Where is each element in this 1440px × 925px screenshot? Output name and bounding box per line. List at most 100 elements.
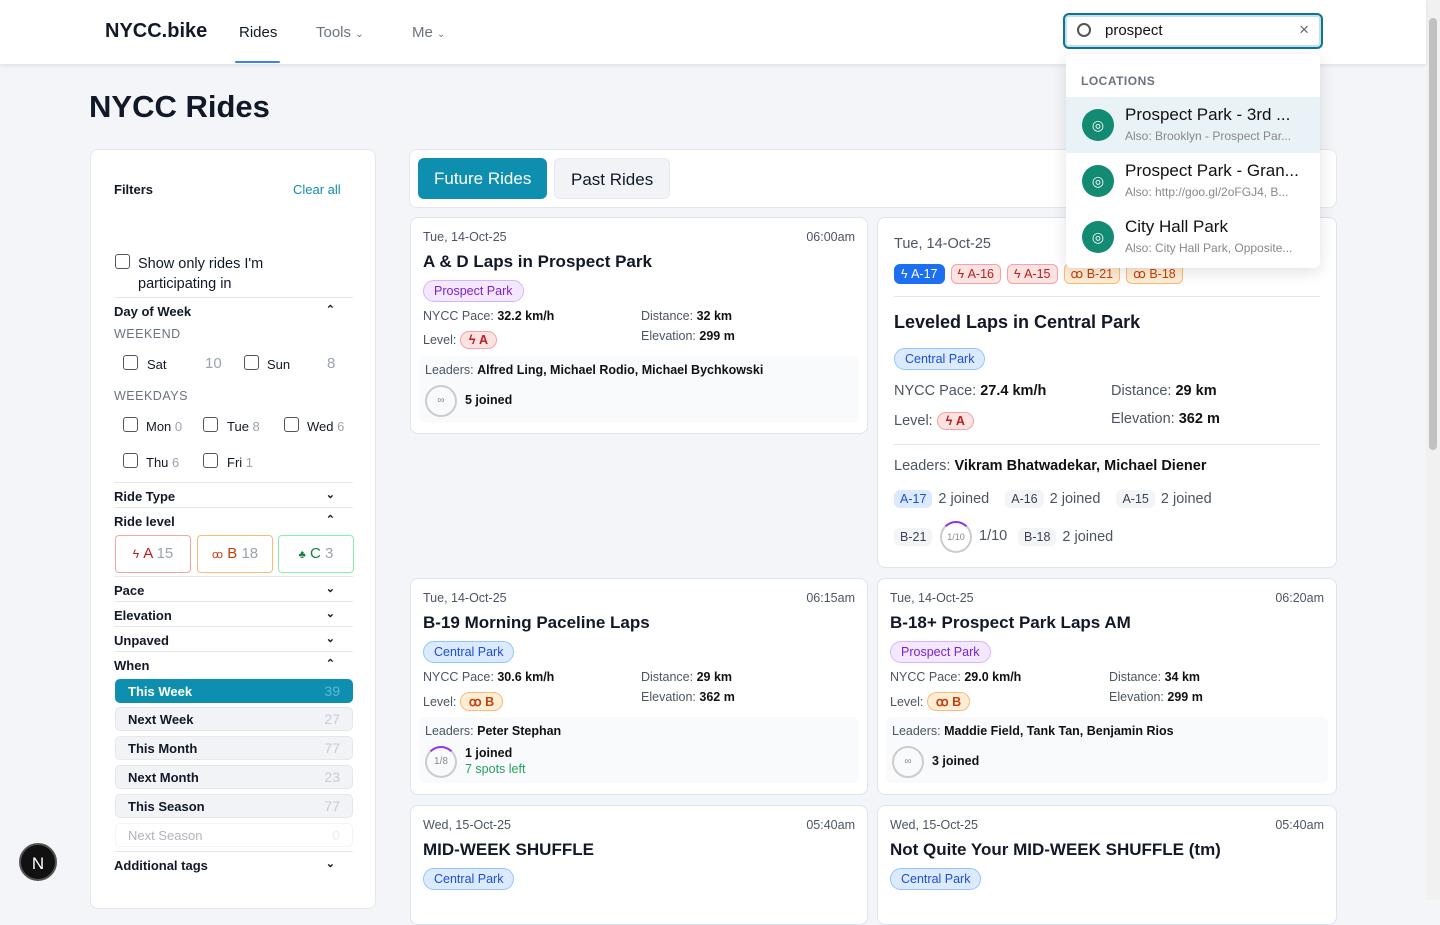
leaders: Leaders: Maddie Field, Tank Tan, Benjami… [892, 724, 1174, 738]
thu-checkbox[interactable] [123, 453, 138, 468]
elevation-header[interactable]: Elevation ⌄ [114, 601, 353, 623]
ride-card[interactable]: Tue, 14-Oct-25 06:00am A & D Laps in Pros… [410, 217, 868, 434]
ride-title[interactable]: B-19 Morning Paceline Laps [423, 613, 650, 632]
distance: Distance: 34 km [1109, 670, 1201, 684]
group-tag[interactable]: ϟ A-17 [894, 264, 945, 284]
chevron-down-icon: ⌄ [355, 29, 364, 40]
section-label: Day of Week [114, 304, 192, 319]
group-tag[interactable]: ꝏ B-18 [1126, 263, 1183, 284]
level-a-button[interactable]: ϟ A 15 [115, 535, 191, 573]
location-tag[interactable]: Central Park [894, 348, 986, 370]
group-tag[interactable]: ꝏ B-21 [1063, 263, 1121, 284]
capacity-text: 1/10 [979, 528, 1008, 544]
ride-time: 06:20am [1275, 591, 1324, 605]
location-tag[interactable]: Prospect Park [423, 280, 524, 302]
participating-checkbox[interactable] [115, 254, 130, 269]
fri-checkbox[interactable] [203, 453, 218, 468]
location-result[interactable]: ◎ Prospect Park - 3rd ... Also: Brooklyn -… [1066, 97, 1320, 153]
nav-tools[interactable]: Tools ⌄ [316, 24, 364, 41]
additional-tags-header[interactable]: Additional tags ⌄ [114, 851, 353, 873]
sat-checkbox[interactable] [123, 355, 138, 370]
tree-icon: ♣ [298, 549, 306, 561]
chevron-down-icon: ⌄ [325, 583, 335, 595]
result-subtitle: Also: Brooklyn - Prospect Par... [1125, 129, 1292, 143]
weekdays-label: WEEKDAYS [114, 389, 188, 403]
ride-footer: Leaders: Peter Stephan 1/8 1 joined 7 sp… [419, 717, 859, 783]
ride-time: 06:15am [806, 591, 855, 605]
ride-date: Wed, 15-Oct-25 [423, 818, 512, 832]
tue-label: Tue 8 [227, 419, 260, 434]
ride-footer: Leaders: Maddie Field, Tank Tan, Benjami… [886, 717, 1328, 783]
ride-card[interactable]: Tue, 14-Oct-25 06:20am B-18+ Prospect Par… [877, 578, 1337, 795]
mon-checkbox[interactable] [123, 417, 138, 432]
search-dropdown: LOCATIONS ◎ Prospect Park - 3rd ... Also: … [1066, 54, 1320, 268]
elevation: Elevation: 362 m [641, 690, 735, 704]
top-nav: NYCC.bike Rides Tools ⌄ Me ⌄ × [0, 0, 1426, 64]
ride-level-header[interactable]: Ride level ⌃ [114, 507, 353, 529]
search-box[interactable]: × [1063, 13, 1323, 49]
search-input[interactable] [1105, 22, 1285, 39]
capacity-ring: ∞ [892, 746, 924, 778]
fri-label: Fri 1 [227, 455, 254, 470]
pace-header[interactable]: Pace ⌄ [114, 576, 353, 598]
map-pin-icon: ◎ [1082, 165, 1114, 197]
group-stat: B-18 2 joined [1018, 528, 1113, 546]
when-header[interactable]: When ⌃ [114, 651, 353, 673]
when-next-week[interactable]: Next Week 27 [115, 707, 353, 731]
ride-type-header[interactable]: Ride Type ⌄ [114, 482, 353, 504]
location-tag[interactable]: Central Park [890, 868, 982, 890]
logo[interactable]: NYCC.bike [105, 20, 208, 42]
ride-card[interactable]: Tue, 14-Oct-25 06:15am B-19 Morning Pacel… [410, 578, 868, 795]
ride-title[interactable]: A & D Laps in Prospect Park [423, 252, 652, 271]
ride-title[interactable]: Leveled Laps in Central Park [894, 312, 1141, 332]
group-tag[interactable]: ϟ A-15 [1007, 264, 1058, 284]
day-of-week-header[interactable]: Day of Week ⌃ [114, 297, 353, 319]
mon-label: Mon 0 [146, 419, 183, 434]
tab-past-rides[interactable]: Past Rides [554, 158, 671, 199]
ride-time: 05:40am [806, 818, 855, 832]
when-this-week[interactable]: This Week 39 [115, 679, 353, 703]
clear-search-icon[interactable]: × [1299, 20, 1309, 39]
location-tag[interactable]: Prospect Park [890, 641, 991, 663]
floating-n-button[interactable]: N [19, 843, 57, 881]
leaders: Leaders: Alfred Ling, Michael Rodio, Mic… [425, 363, 764, 377]
ride-card[interactable]: Wed, 15-Oct-25 05:40am MID-WEEK SHUFFLE C… [410, 805, 868, 925]
wed-checkbox[interactable] [284, 417, 299, 432]
level-b-button[interactable]: ꝏ B 18 [197, 535, 273, 573]
ride-card[interactable]: Tue, 14-Oct-25 ϟ A-17 ϟ A-16 ϟ A-15 ꝏ B-21 ꝏ… [877, 217, 1337, 568]
location-tag[interactable]: Central Park [423, 868, 515, 890]
ride-card[interactable]: Wed, 15-Oct-25 05:40am Not Quite Your MID… [877, 805, 1337, 925]
tue-checkbox[interactable] [203, 417, 218, 432]
ride-title[interactable]: Not Quite Your MID-WEEK SHUFFLE (tm) [890, 840, 1221, 859]
when-this-month[interactable]: This Month 77 [115, 736, 353, 760]
nav-rides[interactable]: Rides [239, 24, 278, 41]
location-result[interactable]: ◎ Prospect Park - Gran... Also: http://goo… [1066, 153, 1320, 209]
ride-date: Tue, 14-Oct-25 [423, 591, 507, 605]
filters-title: Filters [114, 182, 154, 197]
level-c-button[interactable]: ♣ C 3 [278, 535, 354, 573]
joined-count: 5 joined [465, 393, 513, 407]
unpaved-header[interactable]: Unpaved ⌄ [114, 626, 353, 648]
when-this-season[interactable]: This Season 77 [115, 794, 353, 818]
ride-footer: Leaders: Alfred Ling, Michael Rodio, Mic… [419, 356, 859, 422]
ride-title[interactable]: B-18+ Prospect Park Laps AM [890, 613, 1131, 632]
tab-future-rides[interactable]: Future Rides [418, 158, 548, 199]
nav-me-label: Me [412, 24, 433, 41]
elevation: Elevation: 299 m [641, 329, 735, 343]
ride-title[interactable]: MID-WEEK SHUFFLE [423, 840, 594, 859]
clear-all-link[interactable]: Clear all [293, 182, 341, 197]
nav-me[interactable]: Me ⌄ [412, 24, 445, 41]
location-tag[interactable]: Central Park [423, 641, 515, 663]
thu-label: Thu 6 [146, 455, 180, 470]
elevation: Elevation: 299 m [1109, 690, 1203, 704]
chevron-down-icon: ⌄ [325, 608, 335, 620]
scrollbar-thumb[interactable] [1429, 18, 1437, 450]
sun-count: 8 [327, 355, 336, 372]
location-result[interactable]: ◎ City Hall Park Also: City Hall Park, Opp… [1066, 209, 1320, 265]
group-tag[interactable]: ϟ A-16 [950, 264, 1001, 284]
section-label: When [114, 658, 150, 673]
nav-tools-label: Tools [316, 24, 352, 41]
when-next-month[interactable]: Next Month 23 [115, 765, 353, 789]
sun-checkbox[interactable] [244, 355, 259, 370]
page-title: NYCC Rides [89, 89, 270, 124]
